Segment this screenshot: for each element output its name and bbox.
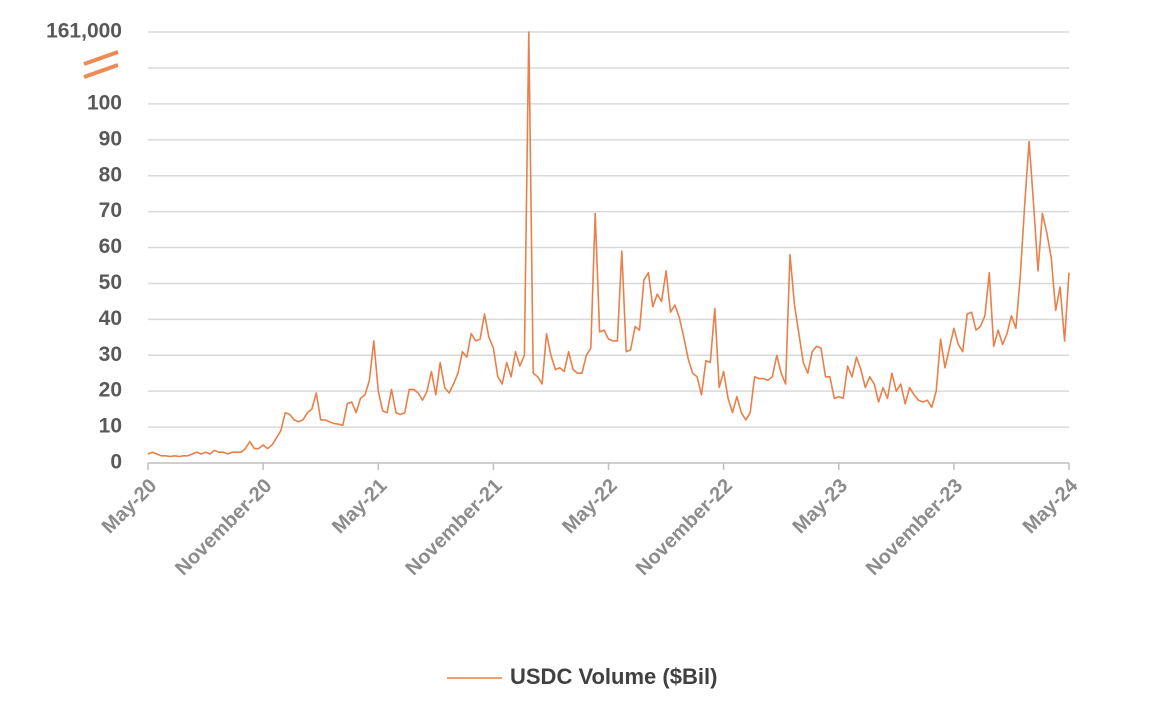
- x-tick-label: May-24: [1019, 474, 1083, 538]
- y-tick-label: 50: [99, 271, 122, 294]
- x-tick-label: November-22: [632, 475, 737, 580]
- y-tick-label: 30: [99, 343, 122, 366]
- y-tick-label: 40: [99, 307, 122, 330]
- legend-label: USDC Volume ($Bil): [510, 664, 717, 689]
- y-tick-label: 20: [99, 379, 122, 402]
- x-tick-label: May-23: [789, 475, 853, 539]
- y-tick-label: 10: [99, 415, 122, 438]
- y-tick-label: 100: [87, 91, 122, 114]
- y-tick-label: 70: [99, 199, 122, 222]
- y-tick-label: 0: [110, 451, 122, 474]
- break-mark: [83, 50, 119, 66]
- x-tick-label: May-21: [328, 475, 392, 539]
- line: [147, 31, 1070, 458]
- y-tick-label: 80: [99, 163, 122, 186]
- y-tick-label: 161,000: [46, 20, 122, 43]
- x-tick-label: May-22: [558, 475, 622, 539]
- x-tick-label: May-20: [98, 475, 162, 539]
- y-tick-label: 90: [99, 127, 122, 150]
- axis-break: [83, 50, 119, 79]
- break-mark: [83, 63, 119, 79]
- x-tick-label: November-23: [862, 475, 967, 580]
- y-tick-label: 60: [99, 235, 122, 258]
- x-tick-label: November-20: [171, 475, 276, 580]
- x-tick-label: November-21: [401, 475, 506, 580]
